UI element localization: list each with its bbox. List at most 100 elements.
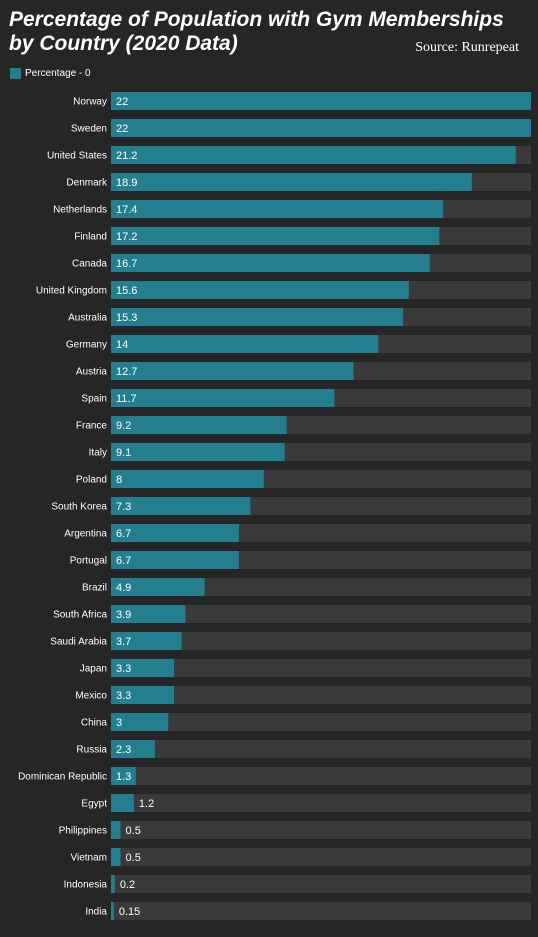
category-label: Austria bbox=[76, 367, 108, 378]
bar[interactable] bbox=[111, 794, 134, 812]
bar-row: China 3 bbox=[81, 713, 531, 731]
value-label: 1.3 bbox=[116, 771, 131, 783]
category-label: Poland bbox=[76, 475, 107, 486]
category-label: Vietnam bbox=[70, 853, 107, 864]
category-label: Dominican Republic bbox=[18, 772, 107, 783]
bar[interactable] bbox=[111, 902, 114, 920]
bar-track bbox=[111, 605, 531, 623]
value-label: 6.7 bbox=[116, 528, 131, 540]
bar-track bbox=[111, 848, 531, 866]
bar[interactable] bbox=[111, 524, 239, 542]
bar-track bbox=[111, 767, 531, 785]
category-label: Australia bbox=[68, 313, 107, 324]
value-label: 9.2 bbox=[116, 420, 131, 432]
category-label: Spain bbox=[81, 394, 107, 405]
bar[interactable] bbox=[111, 281, 409, 299]
category-label: Mexico bbox=[75, 691, 107, 702]
bar-track bbox=[111, 902, 531, 920]
bar[interactable] bbox=[111, 848, 121, 866]
bar[interactable] bbox=[111, 389, 335, 407]
bar-track bbox=[111, 821, 531, 839]
value-label: 3.3 bbox=[116, 690, 131, 702]
bar-row: Philippines 0.5 bbox=[59, 821, 531, 839]
bar-row: India 0.15 bbox=[85, 902, 531, 920]
bar-track bbox=[111, 875, 531, 893]
category-label: United States bbox=[47, 151, 107, 162]
bar-row: Spain 11.7 bbox=[81, 389, 531, 407]
bar[interactable] bbox=[111, 605, 186, 623]
bar-row: United Kingdom 15.6 bbox=[36, 281, 531, 299]
category-label: Philippines bbox=[59, 826, 107, 837]
bar[interactable] bbox=[111, 173, 472, 191]
bar[interactable] bbox=[111, 713, 169, 731]
value-label: 3.9 bbox=[116, 609, 131, 621]
category-label: United Kingdom bbox=[36, 286, 107, 297]
value-label: 15.6 bbox=[116, 285, 137, 297]
value-label: 4.9 bbox=[116, 582, 131, 594]
value-label: 9.1 bbox=[116, 447, 131, 459]
bar-row: Norway 22 bbox=[73, 92, 531, 110]
bar-row: Dominican Republic 1.3 bbox=[18, 767, 531, 785]
bar[interactable] bbox=[111, 767, 136, 785]
value-label: 0.2 bbox=[120, 879, 135, 891]
bar-track bbox=[111, 578, 531, 596]
value-label: 1.2 bbox=[139, 798, 154, 810]
bar-row: Saudi Arabia 3.7 bbox=[50, 632, 531, 650]
bar-track bbox=[111, 740, 531, 758]
bar[interactable] bbox=[111, 362, 354, 380]
bar[interactable] bbox=[111, 254, 430, 272]
category-label: Japan bbox=[80, 664, 107, 675]
bar[interactable] bbox=[111, 416, 287, 434]
value-label: 15.3 bbox=[116, 312, 137, 324]
category-label: Norway bbox=[73, 97, 107, 108]
bar-row: Vietnam 0.5 bbox=[70, 848, 531, 866]
bar[interactable] bbox=[111, 146, 516, 164]
bar[interactable] bbox=[111, 227, 440, 245]
bar[interactable] bbox=[111, 632, 182, 650]
category-label: South Africa bbox=[53, 610, 107, 621]
value-label: 0.5 bbox=[126, 825, 141, 837]
value-label: 11.7 bbox=[116, 393, 137, 405]
bar[interactable] bbox=[111, 821, 121, 839]
value-label: 6.7 bbox=[116, 555, 131, 567]
value-label: 7.3 bbox=[116, 501, 131, 513]
bar[interactable] bbox=[111, 470, 264, 488]
bar[interactable] bbox=[111, 308, 404, 326]
bar[interactable] bbox=[111, 551, 239, 569]
category-label: Canada bbox=[72, 259, 107, 270]
chart-legend[interactable]: Percentage - 0 bbox=[10, 66, 91, 80]
category-label: Indonesia bbox=[64, 880, 108, 891]
bar[interactable] bbox=[111, 200, 444, 218]
bar-track bbox=[111, 713, 531, 731]
value-label: 0.5 bbox=[126, 852, 141, 864]
bar-row: Brazil 4.9 bbox=[82, 578, 531, 596]
legend-swatch bbox=[10, 67, 21, 79]
category-label: Denmark bbox=[66, 178, 108, 189]
bar-row: South Africa 3.9 bbox=[53, 605, 531, 623]
bar[interactable] bbox=[111, 659, 174, 677]
bar[interactable] bbox=[111, 875, 115, 893]
category-label: South Korea bbox=[51, 502, 107, 513]
bar-row: Italy 9.1 bbox=[89, 443, 531, 461]
category-label: Portugal bbox=[70, 556, 107, 567]
bar[interactable] bbox=[111, 335, 379, 353]
bar-row: United States 21.2 bbox=[47, 146, 531, 164]
bar[interactable] bbox=[111, 740, 155, 758]
value-label: 21.2 bbox=[116, 150, 137, 162]
bar-row: Germany 14 bbox=[66, 335, 531, 353]
value-label: 22 bbox=[116, 123, 128, 135]
value-label: 2.3 bbox=[116, 744, 131, 756]
value-label: 3 bbox=[116, 717, 122, 729]
bar[interactable] bbox=[111, 578, 205, 596]
value-label: 12.7 bbox=[116, 366, 137, 378]
bar[interactable] bbox=[111, 443, 285, 461]
category-label: Netherlands bbox=[53, 205, 107, 216]
bar[interactable] bbox=[111, 686, 174, 704]
bar[interactable] bbox=[111, 92, 531, 110]
legend-label: Percentage - 0 bbox=[25, 67, 91, 79]
bar[interactable] bbox=[111, 119, 531, 137]
bar[interactable] bbox=[111, 497, 251, 515]
bar-row: Indonesia 0.2 bbox=[64, 875, 531, 893]
value-label: 18.9 bbox=[116, 177, 137, 189]
bar-row: Austria 12.7 bbox=[76, 362, 531, 380]
